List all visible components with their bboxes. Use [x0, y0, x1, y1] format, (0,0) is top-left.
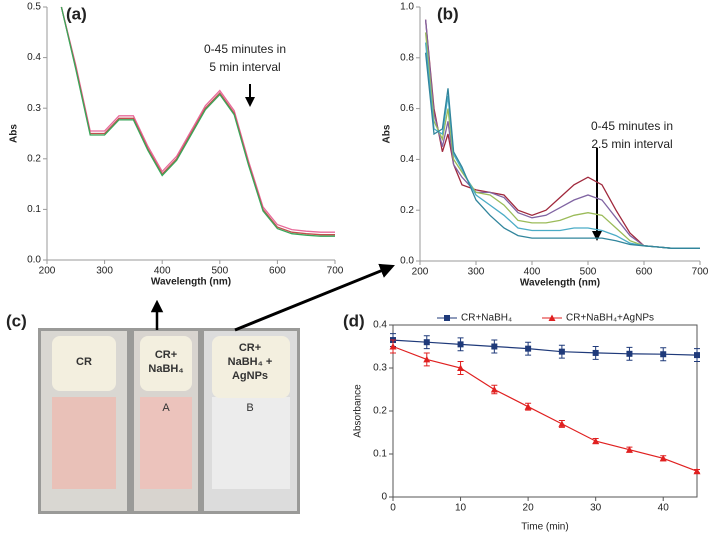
- point: [592, 349, 599, 356]
- point: [525, 345, 532, 352]
- x-tick-label: 0: [390, 503, 396, 514]
- vial-caption: CR+: [155, 349, 177, 361]
- point: [694, 352, 700, 359]
- x-axis-label: Time (min): [521, 522, 568, 533]
- y-tick-label: 0: [381, 492, 387, 503]
- x-tick-label: 40: [658, 503, 670, 514]
- y-axis-label: Abs: [382, 124, 393, 143]
- panel-label: (d): [343, 311, 365, 330]
- y-tick-label: 0.0: [27, 255, 41, 266]
- vial-caption: CR: [76, 356, 92, 368]
- point: [558, 348, 565, 355]
- y-tick-label: 0.5: [27, 2, 41, 13]
- point: [558, 420, 566, 427]
- point: [592, 437, 600, 445]
- y-tick-label: 0.1: [27, 204, 41, 215]
- y-tick-label: 0.4: [27, 52, 41, 63]
- y-tick-label: 0.0: [400, 256, 414, 267]
- point: [457, 341, 464, 348]
- x-tick-label: 500: [211, 266, 228, 277]
- panel-label: (a): [66, 4, 87, 23]
- vial-cap: [52, 336, 116, 391]
- series-line: [60, 6, 335, 236]
- legend-label: CR+NaBH₄: [461, 313, 512, 324]
- x-tick-label: 300: [96, 266, 113, 277]
- legend-marker: [548, 314, 556, 321]
- series-line: [424, 19, 700, 249]
- vial-liquid: [212, 397, 290, 489]
- x-tick-label: 20: [523, 503, 535, 514]
- series-line: [60, 6, 335, 237]
- legend-label: CR+NaBH₄+AgNPs: [566, 313, 654, 324]
- vial-cap: [212, 336, 290, 398]
- vial-liquid: [140, 397, 192, 489]
- series-line: [424, 52, 700, 249]
- y-tick-label: 0.2: [373, 406, 387, 417]
- y-tick-label: 0.6: [400, 103, 414, 114]
- x-tick-label: 700: [692, 267, 709, 278]
- series-line: [424, 32, 700, 249]
- y-tick-label: 0.8: [400, 52, 414, 63]
- vial-caption: CR+: [239, 342, 261, 354]
- x-tick-label: 10: [455, 503, 467, 514]
- y-tick-label: 0.4: [373, 320, 387, 331]
- x-axis-label: Wavelength (nm): [520, 278, 600, 289]
- y-tick-label: 0.3: [27, 103, 41, 114]
- x-tick-label: 400: [154, 266, 171, 277]
- x-tick-label: 400: [524, 267, 541, 278]
- vial-letter: B: [246, 402, 253, 414]
- y-axis-label: Absorbance: [353, 384, 364, 438]
- vial-caption: NaBH₄ +: [228, 356, 273, 368]
- point: [660, 351, 667, 358]
- y-tick-label: 0.3: [373, 363, 387, 374]
- x-tick-label: 600: [636, 267, 653, 278]
- plot-frame: [392, 324, 698, 498]
- point: [625, 446, 633, 453]
- annotation: 2.5 min interval: [591, 137, 672, 151]
- y-tick-label: 0.4: [400, 154, 414, 165]
- vial-caption: NaBH₄: [148, 363, 183, 375]
- y-tick-label: 0.1: [373, 449, 387, 460]
- vial-cap: [140, 336, 192, 391]
- point: [457, 364, 465, 371]
- series-line: [392, 339, 698, 356]
- point: [490, 386, 498, 393]
- x-axis-label: Wavelength (nm): [151, 277, 231, 288]
- series-line: [60, 6, 335, 233]
- point: [423, 355, 431, 363]
- y-tick-label: 0.2: [27, 153, 41, 164]
- panel-label: (b): [437, 4, 459, 23]
- annotation: 0-45 minutes in: [591, 119, 673, 133]
- point: [626, 350, 633, 357]
- arrow: [234, 263, 395, 332]
- annotation: 0-45 minutes in: [204, 42, 286, 56]
- x-tick-label: 200: [412, 267, 429, 278]
- y-axis-label: Abs: [9, 124, 20, 143]
- x-tick-label: 200: [39, 266, 56, 277]
- point: [693, 467, 701, 475]
- point: [423, 339, 430, 346]
- point: [524, 403, 532, 410]
- annotation: 5 min interval: [209, 60, 280, 74]
- vial-letter: A: [162, 402, 170, 414]
- x-tick-label: 700: [327, 266, 344, 277]
- point: [659, 454, 667, 462]
- x-tick-label: 600: [269, 266, 286, 277]
- panel-label: (c): [6, 311, 27, 330]
- x-tick-label: 300: [468, 267, 485, 278]
- x-tick-label: 30: [590, 503, 602, 514]
- legend-marker: [444, 315, 450, 321]
- y-tick-label: 1.0: [400, 2, 414, 13]
- point: [389, 343, 397, 350]
- series-line: [392, 345, 698, 472]
- series-line: [424, 19, 700, 249]
- point: [491, 343, 498, 350]
- vial-liquid: [52, 397, 116, 489]
- x-tick-label: 500: [580, 267, 597, 278]
- vial-caption: AgNPs: [232, 370, 268, 382]
- y-tick-label: 0.2: [400, 205, 414, 216]
